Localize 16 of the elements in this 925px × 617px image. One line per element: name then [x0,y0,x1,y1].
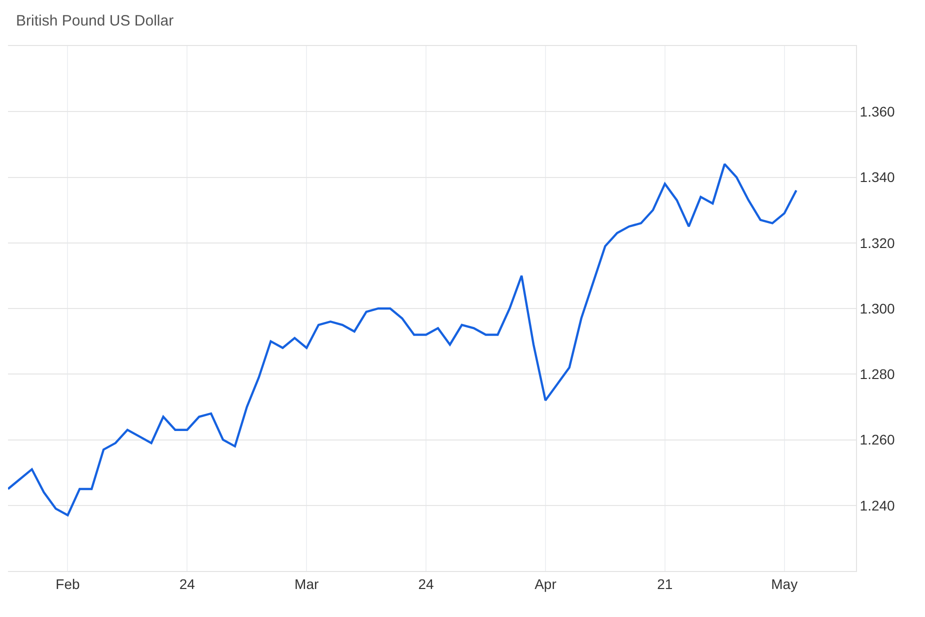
x-tick-label: 21 [657,576,673,592]
x-tick-label: May [771,576,798,592]
x-tick-label: 24 [179,576,196,592]
y-tick-label: 1.320 [860,234,896,251]
x-tick-label: Mar [294,576,319,592]
chart-title: British Pound US Dollar [16,12,174,30]
y-tick-label: 1.260 [860,432,896,448]
x-tick-label: 24 [418,576,434,592]
y-tick-label: 1.280 [860,366,896,382]
y-tick-label: 1.240 [860,497,896,514]
y-tick-label: 1.340 [860,169,896,186]
y-tick-label: 1.300 [860,300,896,316]
x-tick-label: Apr [534,576,557,592]
line-series [8,163,798,516]
x-tick-label: Feb [56,576,80,592]
y-tick-label: 1.360 [860,104,896,120]
